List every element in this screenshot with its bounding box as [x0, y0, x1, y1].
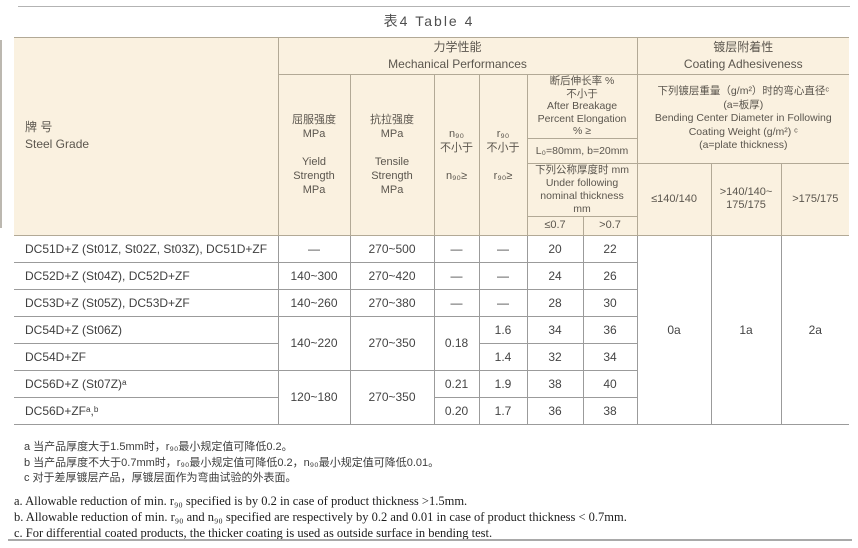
elongation-gt-cell: 30 — [582, 288, 638, 317]
table-row: DC51D+Z (St01Z, St02Z, St03Z), DC51D+ZF … — [14, 234, 850, 425]
elongation-header: 断后伸长率 % 不小于 After Breakage Percent Elong… — [526, 74, 638, 139]
grade-column-header: 牌 号 Steel Grade — [14, 37, 279, 236]
elongation-gt-cell: 38 — [582, 396, 638, 425]
footnote-en-a: a. Allowable reduction of min. r₉₀ speci… — [14, 493, 468, 508]
grade-cell: DC56D+Z (St07Z)ᵃ — [14, 369, 279, 398]
table-row: DC54D+Z (St06Z) 140~220 270~350 0.18 1.6… — [14, 315, 849, 371]
nominal-thickness-header: 下列公称厚度时 mm Under following nominal thick… — [526, 162, 638, 217]
tensile-cell: 270~380 — [349, 288, 435, 317]
bend-diameter-cell-1a: 1a — [710, 234, 782, 425]
elongation-gt-cell: 36 — [582, 315, 638, 344]
n90-cell: 0.21 — [433, 369, 480, 398]
grade-cell: DC52D+Z (St04Z), DC52D+ZF — [14, 261, 279, 290]
elongation-le-cell: 36 — [526, 396, 584, 425]
n90-cell: — — [433, 261, 480, 290]
elongation-gt-cell: 34 — [582, 342, 638, 371]
n90-header: n₉₀ 不小于 n₉₀≥ — [433, 74, 480, 236]
table-row: DC54D+ZF 1.4 32 34 — [14, 342, 849, 371]
tensile-strength-header: 抗拉强度 MPa Tensile Strength MPa — [349, 74, 435, 236]
elongation-le-cell: 32 — [526, 342, 584, 371]
elongation-gt-cell: 26 — [582, 261, 638, 290]
grade-cell: DC54D+Z (St06Z) — [14, 315, 279, 344]
thickness-gt-header: >0.7 — [582, 215, 638, 236]
yield-cell: — — [277, 234, 351, 263]
n90-cell: 0.18 — [433, 315, 480, 371]
r90-cell: 1.7 — [478, 396, 528, 425]
page-edge-line — [0, 40, 2, 228]
yield-strength-header: 屈服强度 MPa Yield Strength MPa — [277, 74, 351, 236]
table-row: DC56D+Z (St07Z)ᵃ 120~180 270~350 0.21 1.… — [14, 369, 849, 425]
tensile-cell: 270~500 — [349, 234, 435, 263]
footnote-cn-c: c 对于差厚镀层产品，厚镀层面作为弯曲试验的外表面。 — [24, 472, 297, 484]
grade-cell: DC56D+ZFᵃ,ᵇ — [14, 396, 279, 425]
elongation-le-cell: 38 — [526, 369, 584, 398]
yield-cell: 120~180 — [277, 369, 351, 425]
bottom-divider — [8, 539, 852, 541]
grade-cell: DC51D+Z (St01Z, St02Z, St03Z), DC51D+ZF — [14, 234, 279, 263]
steel-grade-table: 牌 号 Steel Grade 力学性能 Mechanical Performa… — [14, 37, 850, 425]
coating-weight-col-2: >140/140~ 175/175 — [710, 162, 782, 236]
bending-diameter-header: 下列镀层重量（g/m²）时的弯心直径ᶜ (a=板厚) Bending Cente… — [636, 74, 850, 164]
r90-cell: — — [478, 234, 528, 263]
elongation-le-cell: 34 — [526, 315, 584, 344]
footnote-en-b: b. Allowable reduction of min. r₉₀ and n… — [14, 509, 627, 524]
table-title: 表4 Table 4 — [383, 13, 475, 29]
coating-weight-col-3: >175/175 — [780, 162, 850, 236]
elongation-le-cell: 28 — [526, 288, 584, 317]
n90-cell: 0.20 — [433, 396, 480, 425]
mechanical-group-header: 力学性能 Mechanical Performances — [277, 37, 638, 75]
tensile-cell: 270~350 — [349, 315, 435, 371]
footnotes: a 当产品厚度大于1.5mm时，r₉₀最小规定值可降低0.2。 b 当产品厚度不… — [14, 440, 844, 541]
coating-weight-col-1: ≤140/140 — [636, 162, 712, 236]
grade-cell: DC53D+Z (St05Z), DC53D+ZF — [14, 288, 279, 317]
tensile-cell: 270~350 — [349, 369, 435, 425]
n90-cell: — — [433, 288, 480, 317]
tensile-cell: 270~420 — [349, 261, 435, 290]
top-divider — [18, 6, 850, 7]
yield-cell: 140~260 — [277, 288, 351, 317]
r90-cell: 1.4 — [478, 342, 528, 371]
r90-header: r₉₀ 不小于 r₉₀≥ — [478, 74, 528, 236]
elongation-le-cell: 20 — [526, 234, 584, 263]
gauge-length-header: L₀=80mm, b=20mm — [526, 137, 638, 164]
table-row: DC53D+Z (St05Z), DC53D+ZF 140~260 270~38… — [14, 288, 849, 317]
elongation-le-cell: 24 — [526, 261, 584, 290]
r90-cell: 1.6 — [478, 315, 528, 344]
elongation-gt-cell: 40 — [582, 369, 638, 398]
bend-diameter-cell-0a: 0a — [636, 234, 712, 425]
n90-cell: — — [433, 234, 480, 263]
yield-cell: 140~300 — [277, 261, 351, 290]
grade-cell: DC54D+ZF — [14, 342, 279, 371]
header-row-groups: 牌 号 Steel Grade 力学性能 Mechanical Performa… — [14, 37, 850, 236]
footnote-cn-b: b 当产品厚度不大于0.7mm时，r₉₀最小规定值可降低0.2，n₉₀最小规定值… — [24, 456, 440, 469]
r90-cell: — — [478, 288, 528, 317]
thickness-le-header: ≤0.7 — [526, 215, 584, 236]
coating-group-header: 镀层附着性 Coating Adhesiveness — [636, 37, 850, 75]
r90-cell: — — [478, 261, 528, 290]
footnote-en-c: c. For differential coated products, the… — [14, 525, 493, 540]
header-row-columns: 屈服强度 MPa Yield Strength MPa 抗拉强度 MPa Ten… — [14, 74, 850, 236]
yield-cell: 140~220 — [277, 315, 351, 371]
bend-diameter-cell-2a: 2a — [780, 234, 850, 425]
table-row: DC56D+ZFᵃ,ᵇ 0.20 1.7 36 38 — [14, 396, 849, 425]
footnote-cn-a: a 当产品厚度大于1.5mm时，r₉₀最小规定值可降低0.2。 — [24, 441, 293, 453]
r90-cell: 1.9 — [478, 369, 528, 398]
header-row-thickness: 下列公称厚度时 mm Under following nominal thick… — [14, 162, 850, 236]
elongation-gt-cell: 22 — [582, 234, 638, 263]
